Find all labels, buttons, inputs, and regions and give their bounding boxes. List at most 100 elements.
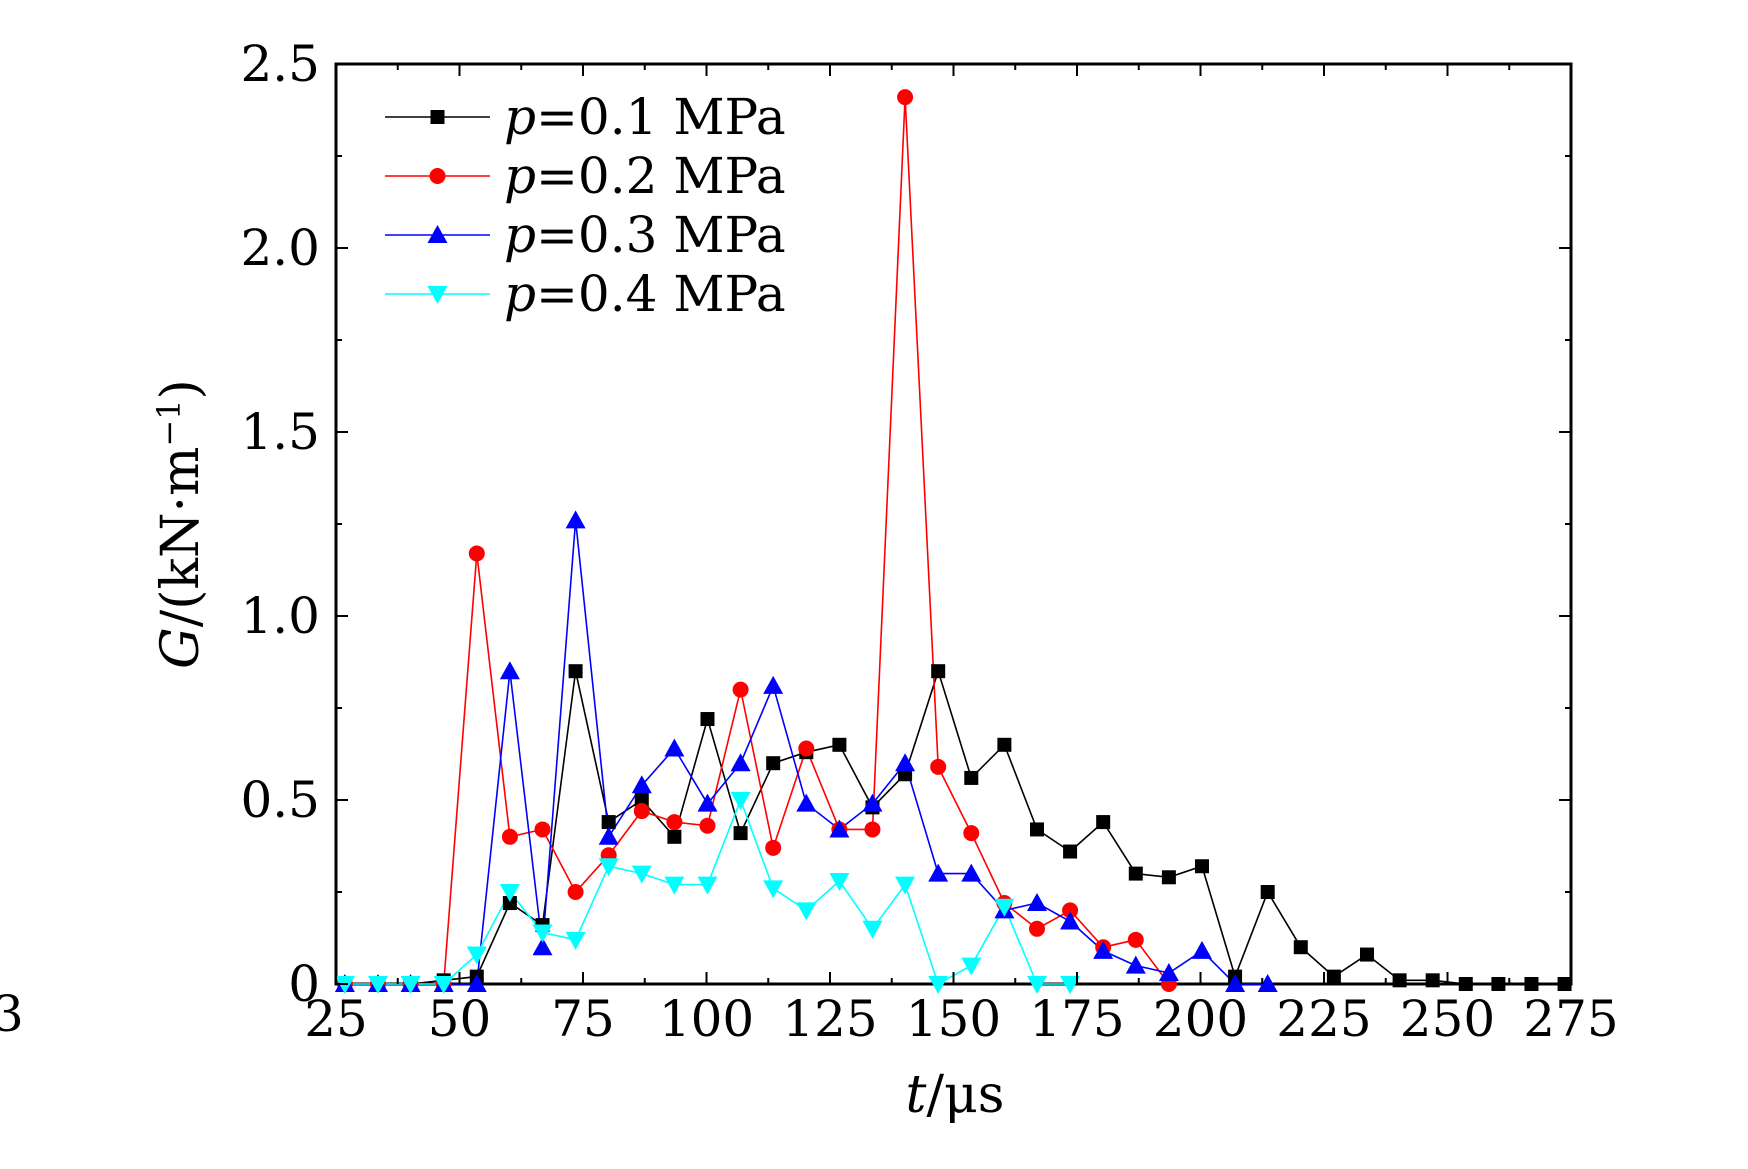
series-4-point	[400, 976, 421, 994]
series-4-point	[367, 976, 388, 994]
series-1-point	[733, 826, 748, 841]
series-4-point	[565, 931, 586, 950]
series-2-point	[1028, 920, 1045, 937]
series-2-point	[633, 803, 650, 820]
legend-label-2: p=0.2 MPa	[504, 147, 786, 205]
series-1-point	[667, 829, 682, 844]
y-tick-label: 2.0	[240, 219, 320, 277]
stray-character: 3	[0, 985, 24, 1043]
series-1-point	[931, 664, 946, 679]
series-2-point	[1127, 931, 1144, 948]
series-2-point	[1062, 902, 1079, 919]
series-4-point	[1026, 976, 1047, 994]
y-axis-var: G	[151, 627, 211, 669]
series-3-point	[1026, 893, 1047, 912]
series-3-point	[565, 510, 586, 529]
series-3-point	[961, 863, 982, 882]
series-1-point	[1128, 866, 1143, 881]
series-2-point	[963, 825, 980, 842]
series-3-point	[1257, 974, 1278, 992]
x-tick-label: 250	[1400, 990, 1495, 1048]
y-tick-label: 0.5	[240, 771, 320, 829]
y-axis-unit-close: )	[151, 379, 211, 399]
legend-marker-1	[430, 110, 445, 124]
series-1-point	[1326, 969, 1341, 984]
y-axis-label: G/(kN·m−1)	[150, 379, 211, 669]
series-markers	[334, 89, 1572, 994]
series-4-point	[994, 898, 1015, 917]
x-tick-label: 125	[782, 990, 877, 1048]
x-tick-label: 150	[906, 990, 1001, 1048]
series-1-point	[1063, 844, 1078, 859]
y-axis-unit: /(kN·m	[151, 447, 211, 628]
series-1-point	[601, 815, 616, 830]
axis-ticks	[335, 63, 1572, 985]
series-4-point	[631, 865, 652, 884]
series-2-point	[765, 839, 782, 856]
legend-label-var: p	[504, 265, 536, 323]
series-1-point	[1029, 822, 1044, 837]
series-1-point	[700, 712, 715, 727]
series-1-point	[502, 896, 517, 911]
series-2-point	[699, 817, 716, 834]
y-tick-label: 2.5	[240, 35, 320, 93]
x-tick-label: 275	[1523, 990, 1618, 1048]
series-1-point	[1293, 940, 1308, 955]
series-3-point	[532, 937, 553, 956]
series-4-point	[928, 976, 949, 994]
series-4-point	[466, 946, 487, 965]
y-tick-label: 1.5	[240, 403, 320, 461]
series-3-point	[1060, 911, 1081, 930]
x-tick-label: 25	[304, 990, 368, 1048]
series-4-point	[697, 876, 718, 895]
series-3-point	[1225, 974, 1246, 992]
series-2-point	[930, 758, 947, 775]
x-axis-label: t/μs	[906, 1065, 1005, 1125]
legend-label-rest: =0.1 MPa	[536, 88, 786, 146]
series-4-point	[961, 957, 982, 976]
legend-label-rest: =0.3 MPa	[536, 206, 786, 264]
series-3-point	[796, 793, 817, 812]
series-1-point	[1161, 870, 1176, 885]
legend-label-var: p	[504, 147, 536, 205]
series-3-point	[862, 793, 883, 812]
series-4-point	[598, 858, 619, 877]
series-3-point	[598, 826, 619, 845]
series-1-point	[832, 737, 847, 752]
series-1-point	[568, 664, 583, 679]
series-3-point	[1125, 955, 1146, 974]
series-1-point	[634, 793, 649, 807]
x-tick-label: 200	[1153, 990, 1248, 1048]
series-3-point	[730, 753, 751, 772]
series-1-point	[766, 756, 781, 771]
series-4-point	[499, 884, 520, 902]
series-2-point	[864, 821, 881, 838]
series-1-point	[1392, 973, 1407, 988]
series-3-point	[697, 793, 718, 812]
series-2-point	[468, 545, 485, 562]
series-2-point	[534, 821, 551, 838]
series-4-point	[796, 902, 817, 921]
series-4-point	[829, 872, 850, 891]
series-4-point	[1060, 976, 1081, 994]
series-2-point	[666, 814, 683, 831]
series-3-point	[631, 775, 652, 794]
legend-marker-2	[429, 168, 446, 184]
x-tick-labels: 25 50 75 100 125 150 175 200 225 250 275	[304, 990, 1619, 1048]
x-tick-label: 100	[659, 990, 754, 1048]
x-axis-unit: /μs	[926, 1065, 1004, 1125]
series-3-point	[763, 675, 784, 694]
series-3-point	[499, 661, 520, 680]
series-1-point	[1458, 977, 1473, 991]
series-1-point	[1425, 973, 1440, 988]
series-1-point	[1260, 885, 1275, 899]
series-4-point	[664, 876, 685, 895]
legend-label-1: p=0.1 MPa	[504, 88, 786, 146]
series-3-point	[466, 974, 487, 992]
x-tick-label: 175	[1029, 990, 1124, 1048]
x-axis-var: t	[906, 1065, 927, 1125]
legend-label-rest: =0.4 MPa	[536, 265, 786, 323]
series-4-point	[433, 976, 454, 994]
series-1-point	[1491, 977, 1506, 991]
legend-label-3: p=0.3 MPa	[504, 206, 786, 264]
